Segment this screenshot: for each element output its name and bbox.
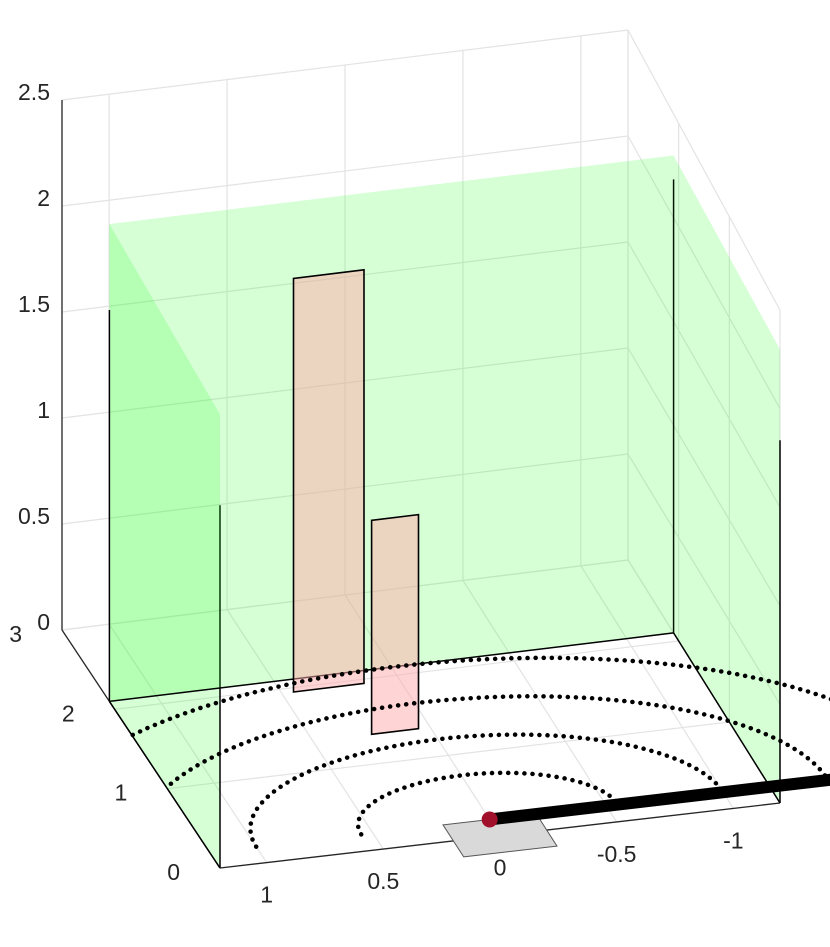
- z-tick-label: 1.5: [18, 291, 50, 317]
- z-tick-label: 2.5: [18, 79, 50, 105]
- z-tick-label: 1: [37, 397, 50, 423]
- arc-1: [355, 770, 621, 837]
- arc-layer: [130, 655, 830, 849]
- right-wall: [673, 155, 780, 803]
- robot-arm: [488, 773, 830, 826]
- z-tick-label: 0: [37, 609, 50, 635]
- y-tick-label: 0: [167, 859, 180, 885]
- right-wall-base: [672, 632, 781, 804]
- x-tick-label: 1: [260, 882, 273, 908]
- left-wall-base: [108, 700, 221, 869]
- grid-line-side-z: [627, 29, 781, 311]
- tall-panel: [292, 268, 365, 693]
- grid-line-side-z: [627, 347, 781, 607]
- arc-4: [130, 655, 830, 738]
- x-tick-label: -1: [723, 827, 743, 853]
- arc-2: [248, 732, 726, 849]
- grid-line-floor-x: [580, 565, 734, 809]
- arm-layer: [481, 773, 830, 828]
- grid-line-floor-x: [108, 623, 268, 863]
- y-tick-label: 1: [115, 780, 128, 806]
- grid-line-side-z: [627, 453, 781, 705]
- x-tick-label: 0: [494, 855, 507, 881]
- x-tick-label: -0.5: [597, 841, 637, 867]
- z-tick-label: 0.5: [18, 503, 50, 529]
- grid-line-side-z: [627, 241, 781, 508]
- grid-line-side-z: [627, 135, 781, 409]
- grid-line-floor-x: [226, 609, 384, 850]
- z-tick-label: 2: [37, 185, 50, 211]
- short-panel: [370, 513, 420, 736]
- y-tick-label: 3: [9, 621, 22, 647]
- position-marker: [481, 811, 498, 828]
- panel-layer: [292, 268, 420, 736]
- y-tick-label: 2: [62, 700, 75, 726]
- grid-line-back-z: [61, 135, 629, 207]
- left-wall: [109, 224, 220, 868]
- grid-line-back-z: [61, 29, 629, 101]
- grid-line-floor-x: [462, 580, 618, 823]
- back-wall: [109, 155, 674, 702]
- grid-line-floor-y: [167, 721, 730, 790]
- arc-3: [168, 694, 830, 787]
- wall-layer: [108, 155, 781, 869]
- x-tick-label: 0.5: [367, 868, 399, 894]
